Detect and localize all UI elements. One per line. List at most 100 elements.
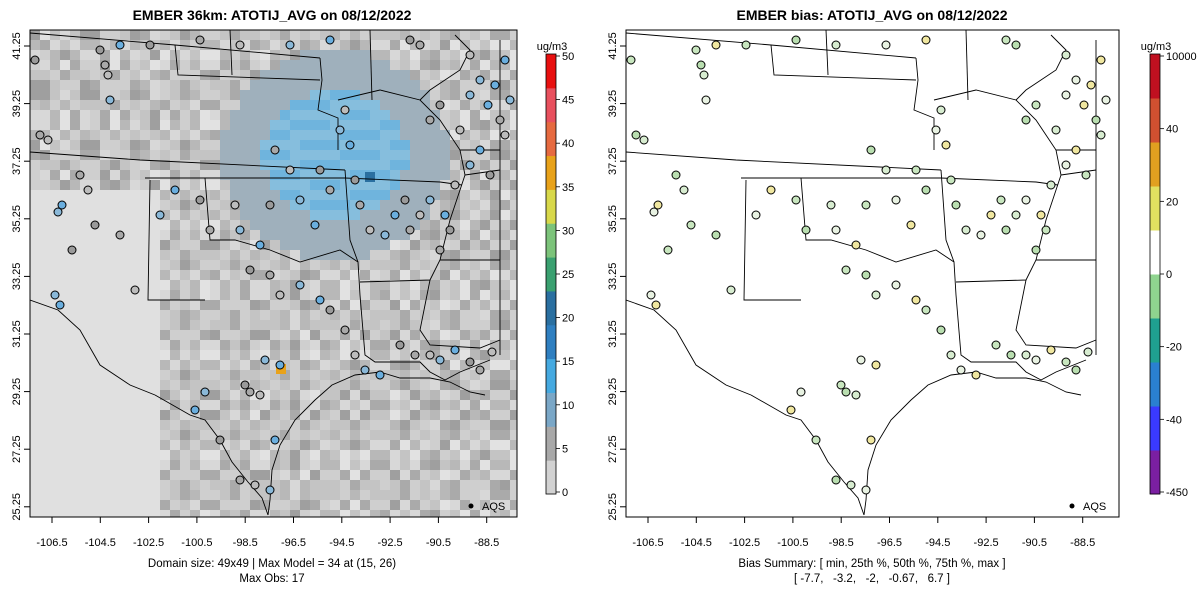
model-grid-cell xyxy=(280,190,290,200)
model-grid-cell xyxy=(290,170,300,180)
aqs-station-marker xyxy=(35,130,45,140)
model-grid-cell xyxy=(310,320,320,330)
model-grid-cell xyxy=(140,80,150,90)
model-grid-cell xyxy=(140,390,150,400)
model-grid-cell xyxy=(160,310,170,320)
model-grid-cell xyxy=(430,300,440,310)
model-grid-cell xyxy=(80,120,90,130)
model-grid-cell xyxy=(490,360,500,370)
model-grid-cell xyxy=(440,470,450,480)
model-grid-cell xyxy=(140,420,150,430)
model-grid-cell xyxy=(480,240,490,250)
model-grid-cell xyxy=(370,180,380,190)
model-grid-cell xyxy=(30,30,40,40)
model-grid-cell xyxy=(80,30,90,40)
model-grid-cell xyxy=(220,160,230,170)
model-grid-cell xyxy=(240,310,250,320)
bias-station-marker xyxy=(911,165,921,175)
model-grid-cell xyxy=(490,140,500,150)
model-grid-cell xyxy=(340,400,350,410)
model-grid-cell xyxy=(280,270,290,280)
model-grid-cell xyxy=(440,440,450,450)
model-grid-cell xyxy=(390,470,400,480)
model-grid-cell xyxy=(240,90,250,100)
model-grid-cell xyxy=(40,260,50,270)
model-grid-cell xyxy=(280,280,290,290)
y-tick-label: 39.25 xyxy=(607,90,619,118)
model-grid-cell xyxy=(310,30,320,40)
model-grid-cell xyxy=(270,360,280,370)
model-grid-cell xyxy=(260,350,270,360)
model-grid-cell xyxy=(340,270,350,280)
model-grid-cell xyxy=(400,470,410,480)
model-grid-cell xyxy=(370,240,380,250)
model-grid-cell xyxy=(490,210,500,220)
model-grid-cell xyxy=(200,210,210,220)
model-grid-cell xyxy=(370,490,380,500)
model-grid-cell xyxy=(420,70,430,80)
model-grid-cell xyxy=(300,510,310,517)
model-grid-cell xyxy=(390,450,400,460)
model-grid-cell xyxy=(60,260,70,270)
model-grid-cell xyxy=(510,390,517,400)
model-grid-cell xyxy=(470,300,480,310)
model-grid-cell xyxy=(440,340,450,350)
model-grid-cell xyxy=(300,260,310,270)
model-grid-cell xyxy=(110,290,120,300)
model-grid-cell xyxy=(330,110,340,120)
model-grid-cell xyxy=(100,110,110,120)
model-grid-cell xyxy=(360,200,370,210)
model-grid-cell xyxy=(200,230,210,240)
x-tick-label: -102.5 xyxy=(729,537,760,549)
aqs-station-marker xyxy=(500,130,510,140)
model-grid-cell xyxy=(30,460,40,470)
model-grid-cell xyxy=(300,460,310,470)
model-grid-cell xyxy=(80,460,90,470)
model-grid-cell xyxy=(240,330,250,340)
bias-station-marker xyxy=(649,207,659,217)
model-grid-cell xyxy=(110,510,120,517)
colorbar-swatch xyxy=(1150,230,1160,275)
model-grid-cell xyxy=(410,30,420,40)
model-grid-cell xyxy=(420,470,430,480)
model-grid-cell xyxy=(470,450,480,460)
model-grid-cell xyxy=(460,280,470,290)
model-grid-cell xyxy=(470,310,480,320)
model-grid-cell xyxy=(440,130,450,140)
model-grid-cell xyxy=(210,360,220,370)
model-grid-cell xyxy=(460,200,470,210)
model-grid-cell xyxy=(510,500,517,510)
model-grid-cell xyxy=(160,210,170,220)
model-grid-cell xyxy=(320,40,330,50)
model-grid-cell xyxy=(150,160,160,170)
model-grid-cell xyxy=(180,450,190,460)
model-grid-cell xyxy=(430,180,440,190)
model-grid-cell xyxy=(500,350,510,360)
model-grid-cell xyxy=(370,90,380,100)
model-grid-cell xyxy=(60,300,70,310)
model-grid-cell xyxy=(80,210,90,220)
model-grid-cell xyxy=(260,320,270,330)
model-grid-cell xyxy=(190,490,200,500)
model-grid-cell xyxy=(500,480,510,490)
model-grid-cell xyxy=(30,70,40,80)
model-grid-cell xyxy=(90,310,100,320)
model-grid-cell xyxy=(110,190,120,200)
model-grid-cell xyxy=(180,40,190,50)
model-grid-cell xyxy=(90,430,100,440)
model-grid-cell xyxy=(320,240,330,250)
model-grid-cell xyxy=(260,470,270,480)
model-grid-cell xyxy=(340,240,350,250)
model-grid-cell xyxy=(120,510,130,517)
model-grid-cell xyxy=(70,400,80,410)
model-grid-cell xyxy=(400,290,410,300)
model-grid-cell xyxy=(350,240,360,250)
aqs-station-marker xyxy=(405,225,415,235)
model-grid-cell xyxy=(490,500,500,510)
model-grid-cell xyxy=(390,220,400,230)
model-grid-cell xyxy=(330,200,340,210)
model-grid-cell xyxy=(270,380,280,390)
bias-station-marker xyxy=(841,265,851,275)
model-grid-cell xyxy=(460,480,470,490)
model-grid-cell xyxy=(340,320,350,330)
